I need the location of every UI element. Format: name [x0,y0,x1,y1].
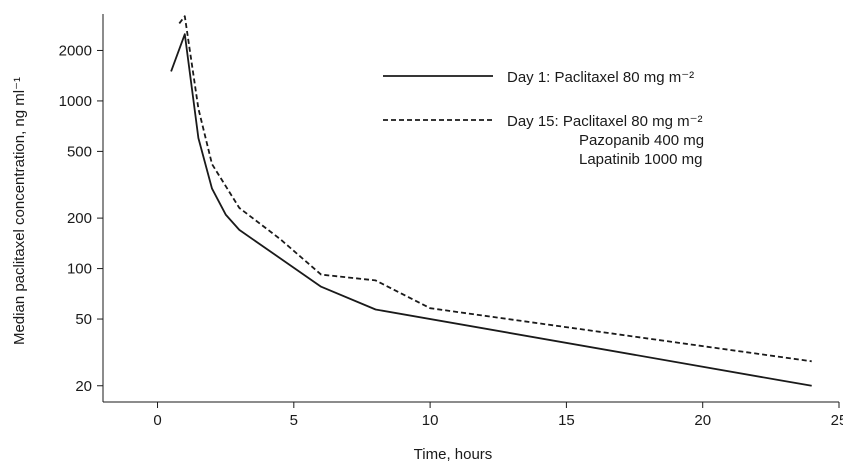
series-line-2 [178,15,812,363]
y-tick-label: 100 [67,261,92,278]
y-tick-label: 200 [67,210,92,227]
x-ticks: 0 5 10 15 20 25 [153,402,843,429]
series-layer [170,15,812,387]
legend-label-2: Pazopanib 400 mg [579,132,704,149]
legend-label-1: Day 1: Paclitaxel 80 mg m⁻² [507,69,694,86]
y-axis-title: Median paclitaxel concentration, ng ml⁻¹ [11,77,28,345]
y-tick-label: 500 [67,143,92,160]
x-axis-title: Time, hours [414,446,493,463]
y-tick-label: 50 [75,311,92,328]
x-tick-label: 15 [558,412,575,429]
x-tick-label: 0 [153,412,161,429]
legend-label-2: Lapatinib 1000 mg [579,151,702,168]
x-tick-label: 20 [694,412,711,429]
legend: Day 1: Paclitaxel 80 mg m⁻² Day 15: Pacli… [383,69,704,168]
legend-label-2: Day 15: Paclitaxel 80 mg m⁻² [507,113,703,130]
x-tick-label: 5 [290,412,298,429]
y-tick-label: 2000 [59,42,92,59]
axes [102,14,839,403]
x-tick-label: 10 [422,412,439,429]
y-ticks: 20 50 100 200 500 1000 2000 [59,42,103,395]
y-tick-label: 20 [75,378,92,395]
y-tick-label: 1000 [59,93,92,110]
series-line-1 [170,33,812,387]
x-tick-label: 25 [831,412,843,429]
